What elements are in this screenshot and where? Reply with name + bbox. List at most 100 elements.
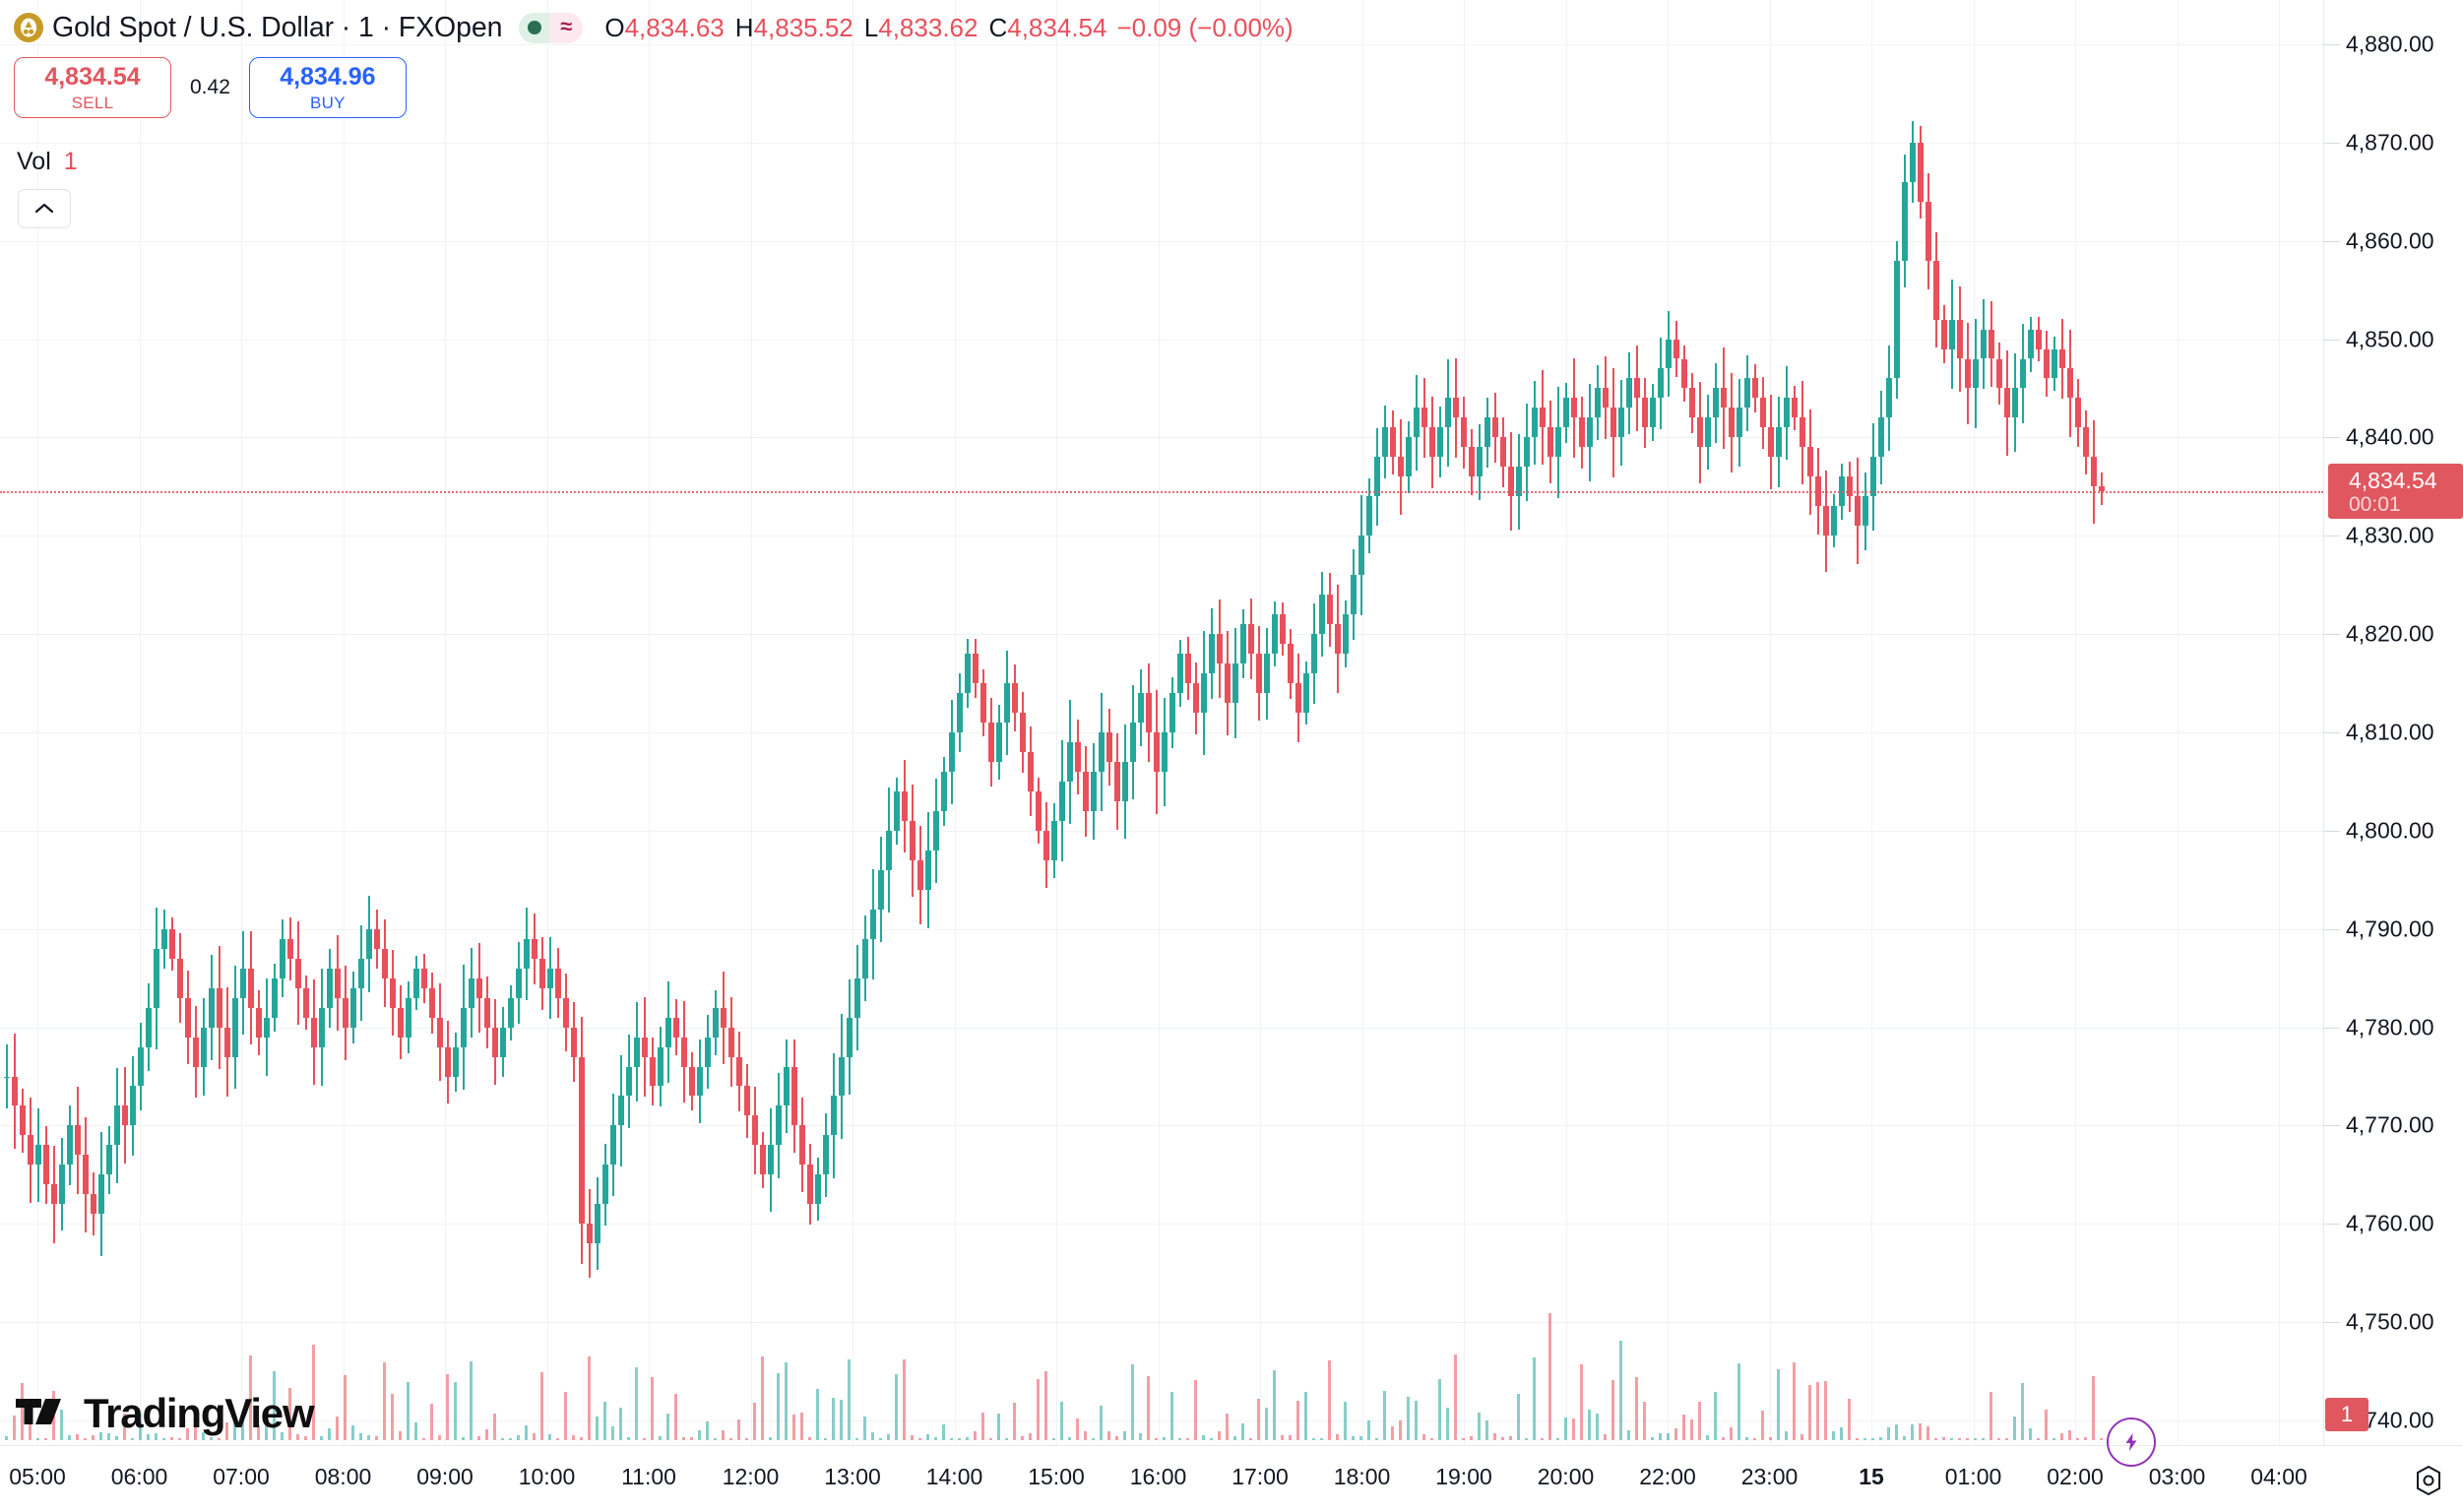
volume-bar (1659, 1433, 1662, 1440)
candle-body (941, 771, 947, 811)
volume-bar (1021, 1436, 1024, 1440)
volume-bar (1690, 1419, 1693, 1440)
price-axis[interactable]: 4,880.00 4,870.00 4,860.00 4,850.00 4,840.00… (2323, 0, 2463, 1445)
volume-bar (1501, 1437, 1504, 1440)
grid-line-horizontal (0, 634, 2323, 635)
volume-bar (391, 1394, 394, 1440)
price-axis-label: 4,850.00 (2346, 326, 2434, 352)
candle-body (1555, 427, 1561, 458)
volume-bar (36, 1437, 39, 1440)
candle-body (665, 1017, 671, 1047)
volume-bar (777, 1372, 780, 1440)
grid-line-vertical (344, 0, 345, 1445)
candle-body (240, 968, 246, 998)
candle-body (51, 1184, 57, 1205)
grid-line-vertical (955, 0, 956, 1445)
candle-body (59, 1165, 65, 1205)
volume-bar (493, 1414, 496, 1440)
candle-body (1634, 378, 1640, 399)
volume-bar (1422, 1433, 1425, 1440)
candle-body (547, 968, 553, 988)
candle-body (1461, 417, 1467, 448)
spread-value: 0.42 (190, 76, 230, 98)
volume-bar (257, 1425, 260, 1440)
volume-bar (1257, 1399, 1260, 1440)
candle-body (1303, 673, 1309, 713)
volume-bar (1824, 1381, 1827, 1440)
grid-line-horizontal (0, 1322, 2323, 1323)
volume-bar (1289, 1435, 1292, 1440)
candle-body (91, 1194, 96, 1215)
current-price-tag: 4,834.54 00:01 (2328, 463, 2463, 519)
volume-indicator-legend[interactable]: Vol 1 (17, 148, 78, 176)
candle-body (2012, 388, 2018, 418)
volume-bar (1596, 1413, 1599, 1440)
sell-price: 4,834.54 (44, 62, 141, 91)
candle-body (1398, 457, 1404, 477)
symbol-title[interactable]: Gold Spot / U.S. Dollar · 1 · FXOpen (52, 11, 503, 43)
candle-body (461, 1007, 467, 1047)
volume-bar (438, 1435, 441, 1440)
volume-bar (336, 1416, 339, 1440)
clock-settings-icon[interactable] (2412, 1464, 2445, 1497)
candle-body (295, 958, 301, 988)
candle-body (453, 1046, 459, 1077)
volume-bar (1115, 1436, 1118, 1440)
volume-bar (1454, 1354, 1457, 1440)
volume-bar (1139, 1433, 1142, 1440)
sell-button[interactable]: 4,834.54 SELL (14, 57, 171, 118)
volume-bar (296, 1433, 299, 1440)
buy-button[interactable]: 4,834.96 BUY (248, 57, 407, 118)
grid-line-vertical (1362, 0, 1363, 1445)
volume-bar (611, 1426, 614, 1440)
volume-bar (926, 1433, 929, 1440)
candle-body (917, 859, 923, 890)
volume-bar (414, 1422, 417, 1440)
candle-body (1012, 683, 1018, 713)
legend-symbol-row: Gold Spot / U.S. Dollar · 1 · FXOpen ≈ O… (14, 8, 1294, 47)
volume-bar (107, 1432, 110, 1440)
candle-body (350, 987, 356, 1028)
lightning-bolt-icon[interactable] (2107, 1418, 2156, 1467)
volume-bar (2052, 1437, 2055, 1440)
candle-body (713, 1007, 719, 1038)
candle-body (1981, 329, 1987, 359)
chevron-up-icon[interactable] (18, 189, 71, 228)
volume-bar (2021, 1382, 2024, 1440)
candle-body (358, 958, 364, 988)
volume-bar (241, 1415, 244, 1440)
volume-bar (210, 1436, 213, 1440)
candle-body (2028, 329, 2034, 359)
candle-body (1248, 624, 1254, 655)
price-axis-tick (2324, 929, 2463, 930)
candle-body (1878, 417, 1884, 458)
chart-legend: Gold Spot / U.S. Dollar · 1 · FXOpen ≈ O… (14, 8, 1294, 47)
volume-bar (1840, 1427, 1843, 1440)
volume-bar (509, 1437, 512, 1440)
candle-body (949, 731, 955, 772)
time-axis[interactable]: 05:00 06:00 07:00 08:00 09:00 10:00 11:00 12:00… (0, 1445, 2463, 1512)
volume-bar (1233, 1436, 1236, 1440)
candle-body (437, 1017, 443, 1047)
volume-bar (430, 1403, 433, 1440)
volume-bar (1730, 1427, 1733, 1440)
volume-bar (958, 1437, 961, 1440)
volume-bar (1848, 1399, 1851, 1440)
volume-bar (603, 1401, 606, 1440)
candle-body (429, 987, 435, 1018)
volume-bar (477, 1436, 480, 1440)
volume-bar (682, 1437, 685, 1440)
volume-bar (1533, 1356, 1536, 1440)
volume-bar (2029, 1427, 2032, 1440)
candle-body (1169, 693, 1175, 732)
time-axis-label: 05:00 (9, 1464, 66, 1489)
candle-body (1382, 427, 1388, 458)
candle-body (264, 1017, 270, 1038)
volume-bar (1588, 1410, 1591, 1440)
ohlc-h-value: 4,835.52 (753, 12, 853, 42)
volume-bar (21, 1383, 24, 1440)
volume-bar (328, 1428, 331, 1440)
volume-bar (485, 1428, 488, 1440)
candle-body (894, 790, 900, 831)
ohlc-l-label: L (863, 12, 879, 42)
